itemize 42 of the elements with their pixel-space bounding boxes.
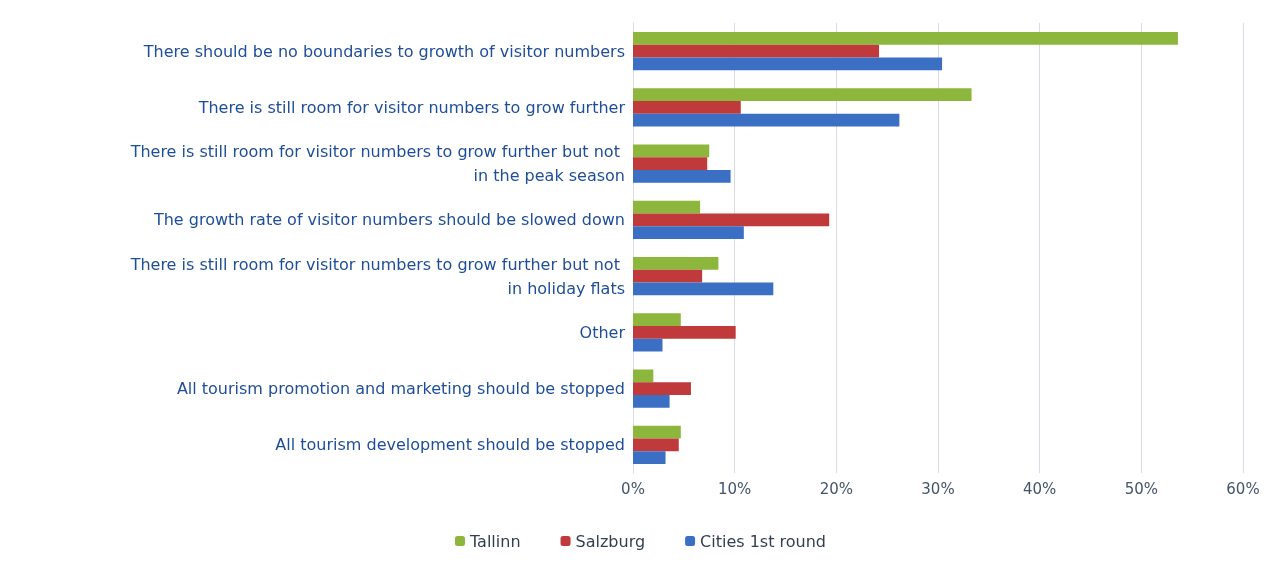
bar	[633, 282, 774, 296]
bar	[633, 170, 731, 183]
y-tick-label: There should be no boundaries to growth of visitor numbers	[142, 41, 625, 61]
legend-label: Tallinn	[468, 531, 521, 551]
bar	[633, 57, 943, 71]
y-tick-label: All tourism development should be stopped	[275, 435, 625, 455]
bar	[633, 157, 708, 170]
y-tick-label: All tourism promotion and marketing should be stopped	[176, 379, 625, 399]
bar	[633, 32, 1178, 45]
x-tick-label: 50%	[1124, 479, 1159, 498]
bar	[633, 326, 736, 339]
bar	[633, 395, 670, 408]
bar	[633, 269, 703, 283]
x-tick-label: 30%	[921, 479, 955, 498]
bar	[633, 425, 681, 439]
bar	[633, 257, 719, 270]
y-tick-label: There is still room for visitor numbers to grow further	[197, 97, 626, 117]
bar	[633, 369, 654, 383]
bar	[633, 313, 681, 326]
y-tick-label: There is still room for visitor numbers to grow further but not in holiday flats	[129, 254, 625, 298]
bar	[633, 226, 744, 239]
legend-label: Salzburg	[575, 531, 646, 551]
y-tick-label: There is still room for visitor numbers to grow further but not in the peak season	[129, 142, 625, 186]
bar	[633, 451, 666, 464]
bar	[633, 200, 701, 214]
bar	[633, 382, 691, 395]
x-tick-label: 60%	[1226, 479, 1260, 498]
x-tick-label: 10%	[717, 479, 752, 498]
bar	[633, 101, 741, 114]
y-tick-label: Other	[579, 322, 626, 342]
bar	[633, 44, 880, 58]
bar	[633, 113, 900, 127]
y-tick-label: The growth rate of visitor numbers should be slowed down	[152, 210, 625, 230]
bar	[633, 144, 710, 158]
bar	[633, 438, 679, 452]
bar	[633, 213, 830, 227]
x-tick-label: 20%	[819, 479, 854, 498]
x-tick-label: 0%	[621, 479, 645, 498]
bar	[633, 338, 663, 352]
x-tick-label: 40%	[1022, 479, 1057, 498]
bar	[633, 88, 972, 101]
legend-label: Cities 1st round	[700, 531, 827, 551]
